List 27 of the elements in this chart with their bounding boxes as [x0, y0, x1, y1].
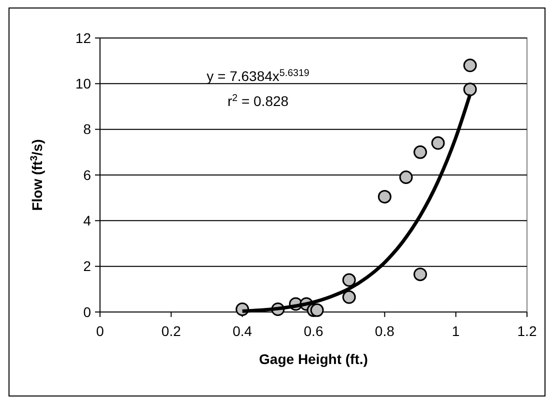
point — [414, 145, 427, 159]
annotation: r$^{2}$ = 0.828 — [227, 92, 289, 109]
x-tick-label: 1.2 — [517, 323, 537, 339]
annotation: y = 7.6384x$^{5.6319}$ — [206, 68, 310, 84]
y-tick-label: 12 — [75, 30, 92, 46]
y-tick-label: 2 — [83, 258, 92, 274]
point — [463, 82, 477, 96]
point — [378, 190, 392, 204]
point — [399, 170, 413, 184]
point — [463, 58, 477, 72]
y-tick-label: 8 — [83, 121, 92, 138]
x-tick-label: 0 — [96, 323, 104, 339]
x-tick-label: 0.2 — [161, 323, 182, 339]
x-tick-label: 0.4 — [232, 323, 252, 339]
point — [342, 290, 356, 304]
y-tick-label: 0 — [83, 304, 92, 320]
y-tick-label: 4 — [83, 212, 92, 229]
x-tick-label: 0.6 — [304, 323, 324, 339]
point — [342, 273, 356, 287]
x-tick-label: 1 — [452, 323, 460, 339]
point — [431, 136, 445, 150]
y-tick-label: 6 — [83, 166, 92, 183]
point — [414, 268, 427, 282]
point — [310, 303, 324, 317]
x-tick-label: 0.8 — [374, 323, 395, 339]
y-tick-label: 10 — [75, 76, 92, 92]
x-axis-title: Gage Height (ft.) — [259, 351, 368, 367]
